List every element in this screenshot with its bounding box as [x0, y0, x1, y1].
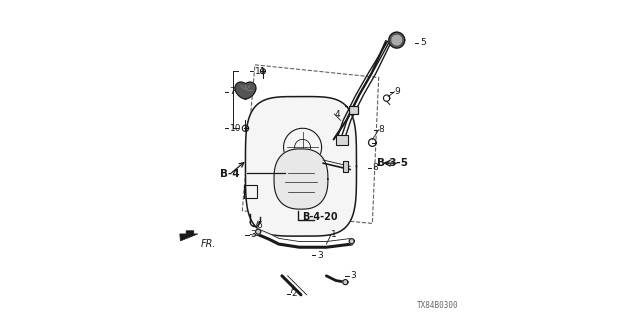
Text: TX84B0300: TX84B0300 [417, 301, 458, 310]
Polygon shape [392, 35, 401, 45]
Polygon shape [246, 97, 356, 236]
Text: 11: 11 [255, 67, 266, 76]
Text: 2: 2 [291, 289, 297, 298]
Text: 3: 3 [317, 251, 323, 260]
Bar [337, 135, 348, 145]
Polygon shape [235, 82, 256, 99]
Text: 5: 5 [420, 38, 426, 47]
Text: 6: 6 [257, 220, 262, 229]
Text: 4: 4 [334, 109, 340, 118]
Polygon shape [255, 229, 260, 234]
Text: 9: 9 [394, 87, 400, 96]
Bar [343, 161, 348, 172]
Polygon shape [180, 231, 198, 241]
Text: 7: 7 [230, 87, 236, 96]
Polygon shape [343, 280, 348, 285]
Text: 3: 3 [250, 230, 256, 239]
Text: B-4: B-4 [220, 169, 239, 179]
Polygon shape [389, 32, 404, 48]
Text: B-4-20: B-4-20 [302, 212, 338, 222]
Text: 3: 3 [350, 271, 356, 280]
Text: B-3-5: B-3-5 [378, 158, 408, 168]
Text: FR.: FR. [201, 239, 216, 249]
Polygon shape [349, 239, 355, 244]
Polygon shape [274, 149, 328, 209]
Text: 8: 8 [372, 164, 378, 172]
Text: 1: 1 [331, 230, 337, 239]
Bar [349, 106, 358, 114]
Text: 10: 10 [230, 124, 241, 133]
Text: 8: 8 [379, 125, 385, 134]
